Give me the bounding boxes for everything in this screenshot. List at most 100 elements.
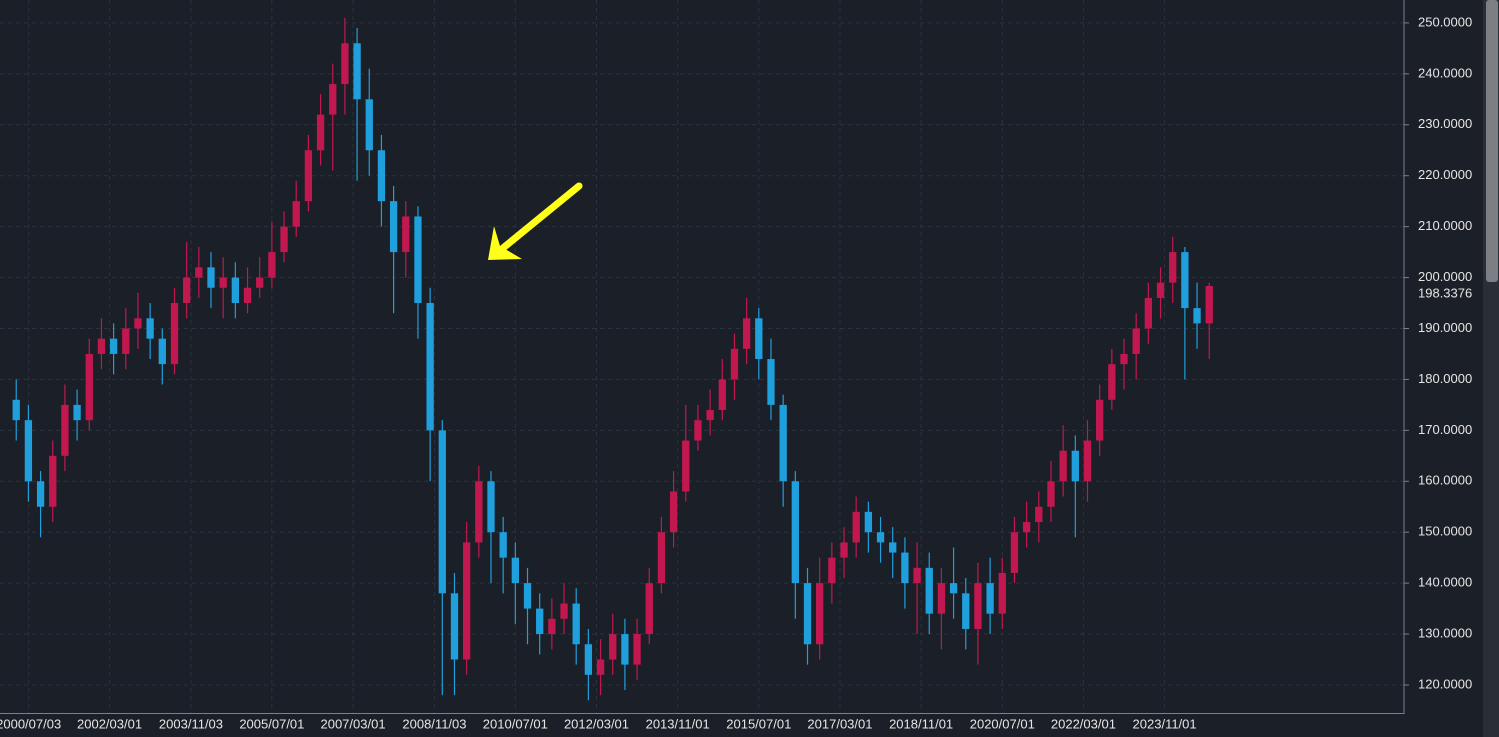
- x-tick-label: 2010/07/01: [483, 716, 548, 731]
- candle-body: [438, 430, 446, 594]
- candle-body: [402, 216, 410, 253]
- y-tick-label: 170.0000: [1418, 422, 1472, 437]
- candle-body: [158, 338, 166, 365]
- candle-body: [730, 348, 739, 380]
- candle-body: [73, 404, 81, 421]
- candle-body: [669, 491, 678, 533]
- y-tick-label: 200.0000: [1418, 269, 1472, 284]
- y-tick-label: 230.0000: [1418, 116, 1472, 131]
- candle-body: [1181, 252, 1189, 309]
- candle-body: [523, 583, 532, 609]
- candle-body: [219, 277, 227, 288]
- candle-body: [122, 328, 130, 354]
- candle-body: [414, 216, 422, 304]
- labels: 120.0000 130.0000 140.0000 150.0000 160.0000…: [0, 14, 1472, 731]
- candle-body: [36, 481, 45, 507]
- candle-body: [864, 511, 873, 533]
- candle-body: [779, 404, 787, 482]
- x-tick-label: 2003/11/03: [159, 716, 223, 731]
- scrollbar-thumb[interactable]: [1486, 0, 1498, 282]
- candle-body: [329, 84, 337, 115]
- x-tick-label: 2017/03/01: [807, 716, 872, 731]
- candle-body: [840, 542, 848, 558]
- candle-body: [1096, 399, 1104, 441]
- candle-body: [170, 303, 179, 365]
- candle-body: [828, 557, 836, 584]
- candle-body: [24, 420, 33, 482]
- candle-body: [937, 583, 946, 614]
- arrow-head: [488, 226, 522, 260]
- y-tick-label: 250.0000: [1418, 14, 1472, 29]
- candle-body: [803, 583, 812, 645]
- candle-body: [1205, 286, 1213, 324]
- candle-body: [889, 542, 897, 553]
- candle-body: [389, 201, 398, 253]
- candle-body: [913, 567, 921, 584]
- candle-body: [134, 318, 142, 329]
- candle-body: [682, 440, 690, 492]
- candle-body: [1071, 450, 1079, 482]
- y-tick-label: 140.0000: [1418, 575, 1472, 590]
- candle-body: [742, 318, 751, 349]
- x-tick-label: 2008/11/03: [402, 716, 466, 731]
- candle-body: [645, 583, 653, 635]
- candle-body: [377, 150, 386, 202]
- x-tick-label: 2015/07/01: [726, 716, 791, 731]
- candle-body: [316, 114, 325, 151]
- candle-body: [548, 618, 556, 635]
- candle-body: [560, 603, 568, 619]
- candle-body: [633, 634, 641, 665]
- candle-body: [1169, 252, 1177, 283]
- candle-body: [195, 267, 203, 278]
- candle-body: [109, 338, 118, 354]
- candle-body: [596, 659, 605, 675]
- candle-body: [49, 455, 57, 507]
- candle-body: [341, 43, 349, 85]
- y-tick-label: 160.0000: [1418, 473, 1472, 488]
- candle-body: [1144, 297, 1153, 329]
- candle-body: [1010, 532, 1019, 573]
- candles: [12, 17, 1213, 701]
- candle-body: [1193, 308, 1201, 324]
- x-tick-label: 2023/11/01: [1133, 716, 1197, 731]
- candle-body: [280, 226, 288, 253]
- candle-body: [962, 593, 970, 629]
- candle-body: [925, 567, 933, 614]
- candle-body: [621, 634, 629, 665]
- candle-body: [256, 277, 264, 288]
- candle-body: [901, 552, 909, 584]
- candle-body: [816, 583, 824, 645]
- candle-body: [353, 43, 361, 100]
- candle-body: [767, 359, 775, 405]
- y-tick-label: 210.0000: [1418, 218, 1472, 233]
- candle-body: [572, 603, 580, 645]
- candle-body: [61, 404, 69, 456]
- candle-body: [1132, 328, 1140, 354]
- last-price-label: 198.3376: [1418, 285, 1472, 300]
- candle-body: [499, 532, 507, 558]
- y-tick-label: 150.0000: [1418, 524, 1472, 539]
- candle-body: [487, 481, 495, 533]
- candle-body: [1035, 506, 1043, 523]
- x-tick-label: 2018/11/01: [889, 716, 953, 731]
- candle-body: [207, 267, 215, 288]
- candle-body: [974, 583, 982, 629]
- y-tick-label: 180.0000: [1418, 371, 1472, 386]
- candle-body: [475, 481, 483, 543]
- y-tick-label: 130.0000: [1418, 625, 1472, 640]
- candle-body: [791, 481, 799, 584]
- x-tick-label: 2013/11/01: [646, 716, 710, 731]
- candle-body: [852, 511, 860, 543]
- candle-body: [876, 532, 885, 543]
- candle-body: [97, 338, 106, 354]
- y-tick-label: 190.0000: [1418, 320, 1472, 335]
- candle-body: [85, 353, 93, 421]
- candle-body: [706, 409, 714, 421]
- arrow-shaft: [499, 182, 583, 252]
- candle-body: [146, 318, 154, 339]
- candle-body: [426, 303, 434, 431]
- y-tick-label: 240.0000: [1418, 65, 1472, 80]
- candle-body: [462, 542, 471, 660]
